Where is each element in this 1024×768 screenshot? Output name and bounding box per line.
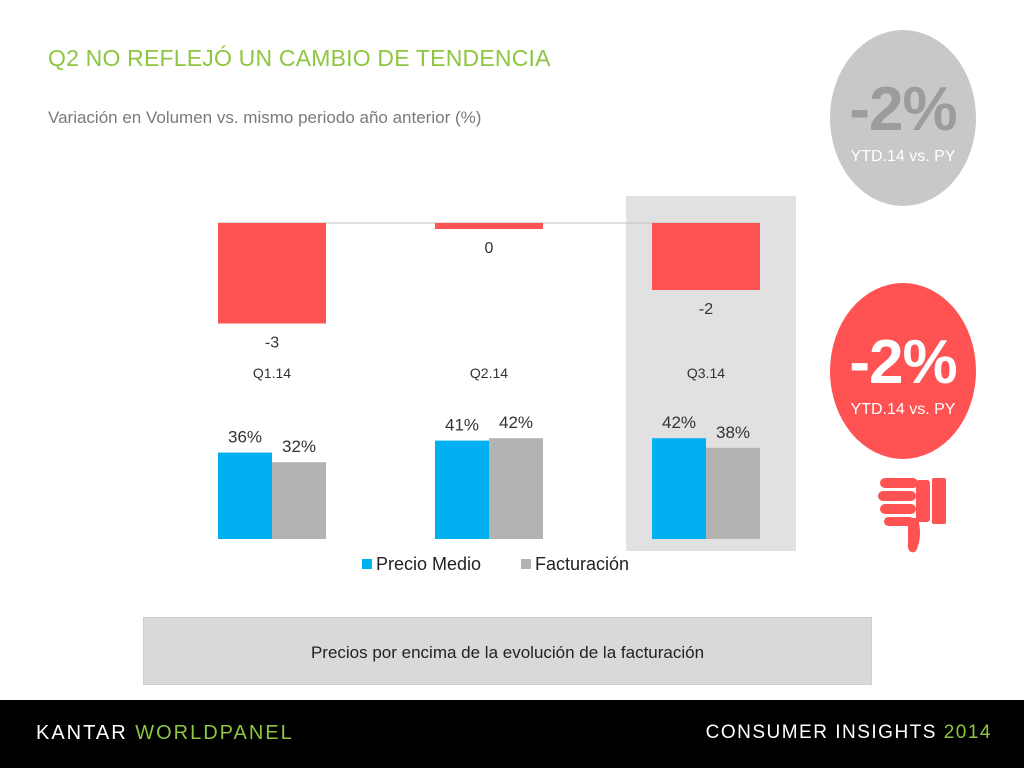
bar-facturacion-0 <box>272 462 326 539</box>
legend-swatch-facturacion <box>521 559 531 569</box>
legend-label-facturacion: Facturación <box>535 554 629 574</box>
label-facturacion-2: 38% <box>716 423 750 442</box>
ytd-grey-value: -2% <box>849 75 957 144</box>
volume-category-label-2: Q3.14 <box>687 365 725 381</box>
volume-data-label-1: 0 <box>485 240 494 257</box>
footer-bar: KANTAR WORLDPANEL CONSUMER INSIGHTS 2014 <box>0 700 1024 768</box>
ytd-grey-label: YTD.14 vs. PY <box>850 148 956 165</box>
ytd-red-circle: -2% YTD.14 vs. PY <box>830 283 976 459</box>
legend-swatch-precio <box>362 559 372 569</box>
thumbs-down-icon <box>878 478 946 553</box>
bar-precio-2 <box>652 438 706 539</box>
slide-title: Q2 NO REFLEJÓ UN CAMBIO DE TENDENCIA <box>48 45 551 71</box>
brand-kantar: KANTAR <box>36 722 136 744</box>
ytd-grey-circle: -2% YTD.14 vs. PY <box>830 30 976 206</box>
footnote-text: Precios por encima de la evolución de la… <box>310 643 705 662</box>
kantar-worldpanel-logo: KANTAR WORLDPANEL <box>36 722 294 745</box>
bar-facturacion-2 <box>706 447 760 539</box>
volume-bar-q2-14 <box>435 223 543 229</box>
tagline-year: 2014 <box>943 722 992 743</box>
volume-bar-q1-14 <box>218 223 326 324</box>
chart-subtitle: Variación en Volumen vs. mismo periodo a… <box>48 108 482 127</box>
label-precio-2: 42% <box>662 413 696 432</box>
bar-precio-0 <box>218 452 272 539</box>
volume-data-label-2: -2 <box>699 301 713 318</box>
label-facturacion-0: 32% <box>282 437 316 456</box>
footnote-box: Precios por encima de la evolución de la… <box>143 617 872 685</box>
charts-svg: -3 Q1.14 0 Q2.14 -2 Q3.14 36% 41% 42% 32% 42% 38% Pr… <box>218 222 760 574</box>
volume-data-label-0: -3 <box>265 335 279 352</box>
volume-category-label-1: Q2.14 <box>470 365 508 381</box>
bar-facturacion-1 <box>489 438 543 539</box>
volume-bar-q3-14 <box>652 223 760 290</box>
brand-worldpanel: WORLDPANEL <box>135 722 294 744</box>
ytd-red-label: YTD.14 vs. PY <box>850 401 956 418</box>
legend-label-precio: Precio Medio <box>376 554 481 574</box>
tagline-text: CONSUMER INSIGHTS <box>705 722 944 743</box>
consumer-insights-tagline: CONSUMER INSIGHTS 2014 <box>706 722 992 744</box>
label-facturacion-1: 42% <box>499 413 533 432</box>
label-precio-1: 41% <box>445 416 479 435</box>
volume-category-label-0: Q1.14 <box>253 365 291 381</box>
ytd-red-value: -2% <box>849 328 957 397</box>
bar-precio-1 <box>435 440 489 539</box>
label-precio-0: 36% <box>228 428 262 447</box>
